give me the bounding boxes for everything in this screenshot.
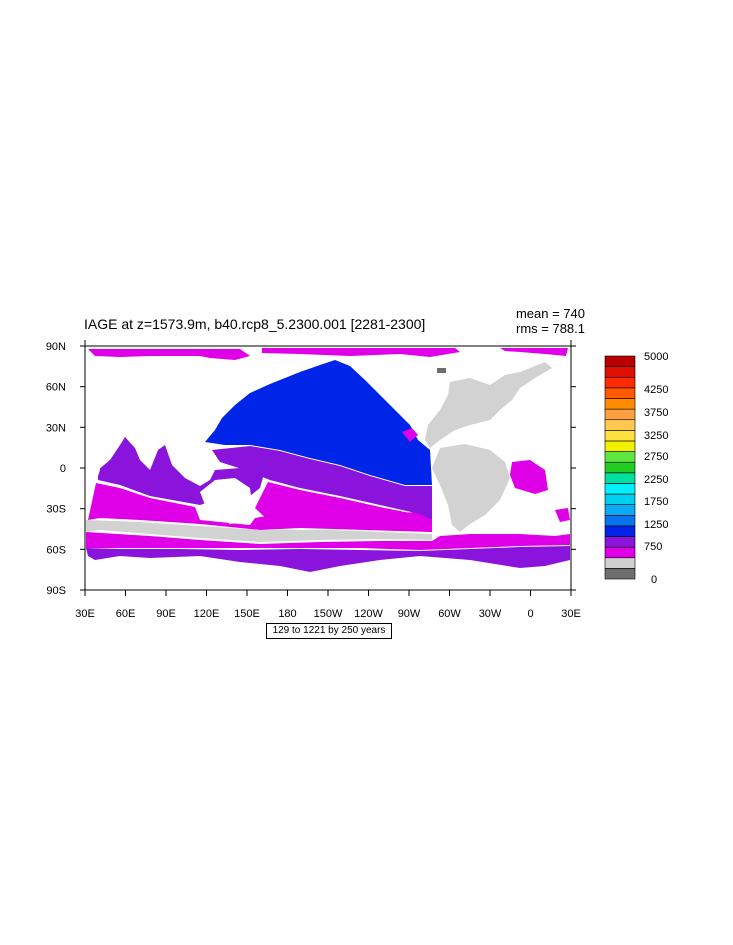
north-america-gray	[425, 362, 552, 448]
lon-label: 90W	[398, 608, 421, 620]
plot-title: IAGE at z=1573.9m, b40.rcp8_5.2300.001 […	[84, 316, 426, 332]
atlantic-small	[402, 428, 418, 442]
colorbar-box	[604, 557, 636, 569]
colorbar-label: 3250	[644, 430, 668, 442]
lat-axis: 90N 60N 30N 0 30S 60S 90S	[46, 341, 85, 597]
colorbar-box	[604, 408, 636, 421]
colorbar-label: 1750	[644, 496, 668, 508]
colorbar-box	[604, 355, 636, 367]
colorbar-box	[604, 419, 636, 431]
colorbar-label: 2750	[644, 451, 668, 463]
lat-label: 30N	[46, 422, 66, 434]
southern-ocean-violet	[86, 546, 570, 572]
arctic-ocean-east	[262, 348, 460, 357]
colorbar-box	[604, 483, 636, 495]
colorbar-box	[604, 536, 636, 548]
southern-ocean-magenta	[86, 532, 570, 550]
antarctica-white	[86, 558, 571, 590]
colorbar-box	[604, 366, 636, 378]
colorbar-box	[604, 472, 636, 484]
africa-white	[88, 420, 100, 485]
north-pacific-blue	[205, 360, 432, 485]
colorbar-label: 750	[644, 541, 662, 553]
lon-label: 90E	[156, 608, 176, 620]
lon-label: 30W	[479, 608, 502, 620]
atlantic-magenta	[510, 460, 548, 494]
atlantic-small-2	[555, 508, 570, 522]
lon-label: 0	[527, 608, 533, 620]
colorbar-box	[604, 525, 636, 537]
colorbar-label: 4250	[644, 384, 668, 396]
lon-label: 150E	[234, 608, 260, 620]
colorbar-box	[604, 440, 636, 452]
lon-label: 60E	[116, 608, 136, 620]
colorbar-box	[604, 493, 636, 505]
south-america-gray	[432, 444, 510, 532]
colorbar-box	[604, 451, 636, 463]
lon-label: 60W	[438, 608, 461, 620]
mean-stat: mean = 740	[515, 306, 585, 321]
colorbar	[604, 355, 636, 580]
lon-axis: 30E 60E 90E 120E 150E 180 150W 120W 90W …	[75, 340, 581, 620]
lon-label: 30E	[75, 608, 95, 620]
lat-label: 60N	[46, 382, 66, 394]
colorbar-box	[604, 461, 636, 474]
colorbar-box	[604, 546, 636, 559]
southern-gray-band	[86, 520, 432, 542]
lon-label: 120E	[194, 608, 220, 620]
colorbar-box	[604, 376, 636, 389]
colorbar-box	[604, 398, 636, 410]
arctic-ocean	[88, 349, 250, 360]
south-pacific-magenta	[255, 482, 432, 532]
colorbar-box	[604, 568, 636, 580]
arctic-ocean-far-east	[500, 348, 568, 356]
contour-info-box: 129 to 1221 by 250 years	[266, 623, 392, 639]
colorbar-box	[604, 504, 636, 516]
lat-label: 0	[60, 463, 66, 475]
colorbar-box	[604, 387, 636, 399]
map-field	[85, 346, 571, 590]
lon-label: 120W	[354, 608, 383, 620]
lat-label: 60S	[46, 544, 66, 556]
australia-white	[200, 478, 252, 524]
arctic-dark-cell	[437, 368, 446, 373]
lon-label: 180	[278, 608, 296, 620]
colorbar-box	[604, 514, 636, 527]
colorbar-label: 2250	[644, 474, 668, 486]
central-pacific-violet	[212, 446, 432, 520]
colorbar-label: 1250	[644, 519, 668, 531]
colorbar-label: 3750	[644, 407, 668, 419]
rms-stat: rms = 788.1	[515, 321, 585, 336]
colorbar-label: 5000	[644, 351, 668, 363]
colorbar-box	[604, 430, 636, 442]
lon-label: 150W	[314, 608, 343, 620]
lon-label: 30E	[561, 608, 581, 620]
lat-label: 90N	[46, 341, 66, 353]
colorbar-labels: 5000 4250 3750 3250 2750 2250 1750 1250 …	[644, 351, 668, 586]
lat-label: 90S	[46, 585, 66, 597]
colorbar-label: 0	[651, 574, 657, 586]
lat-label: 30S	[46, 504, 66, 516]
lat-ticks-right	[571, 345, 576, 591]
